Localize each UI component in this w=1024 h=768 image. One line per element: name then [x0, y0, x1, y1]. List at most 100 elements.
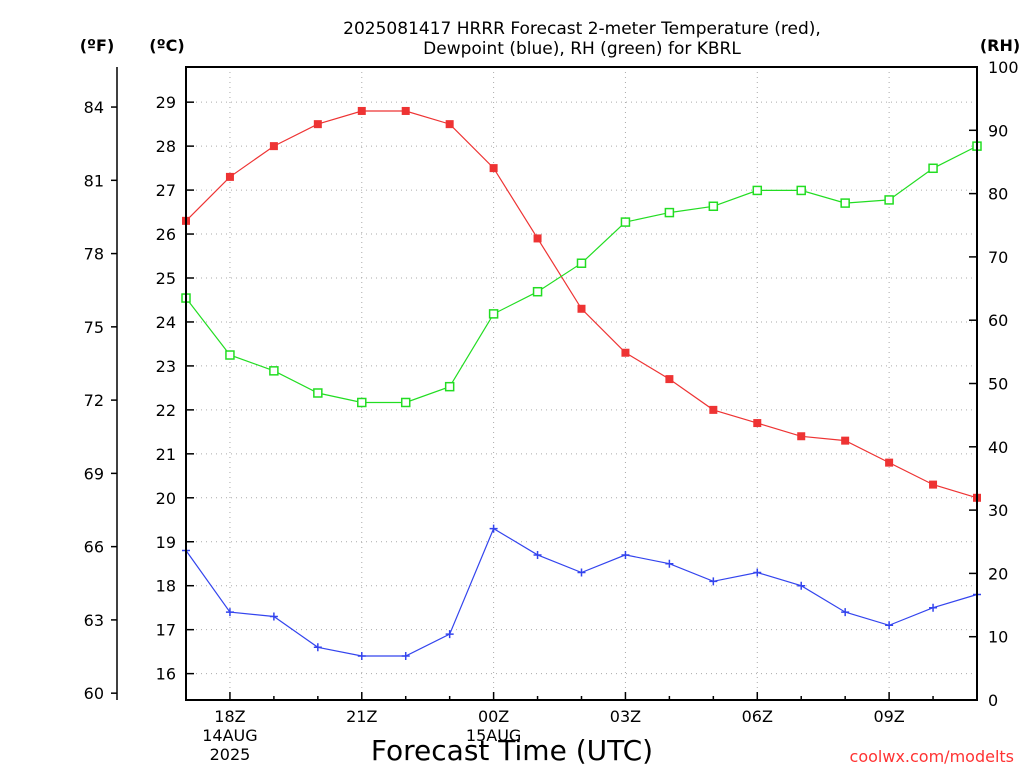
- rh-tick-label: 80: [988, 185, 1008, 204]
- dewpoint-point: [489, 524, 498, 533]
- rh-point: [708, 201, 719, 212]
- temperature-point: [225, 172, 234, 181]
- time-tick-label: 03Z: [610, 707, 641, 726]
- dewpoint-point: [577, 568, 586, 577]
- temperature-point: [753, 419, 762, 428]
- series-layer: [181, 106, 982, 661]
- rh-point: [576, 258, 587, 268]
- dewpoint-point: [313, 643, 322, 652]
- celsius-unit-label: (ºC): [149, 36, 184, 55]
- celsius-tick-label: 24: [156, 313, 176, 332]
- dewpoint-point: [665, 559, 674, 568]
- fahrenheit-tick-label: 63: [84, 611, 104, 630]
- celsius-tick-label: 25: [156, 269, 176, 288]
- dewpoint-point: [357, 652, 366, 661]
- chart-title-line1: 2025081417 HRRR Forecast 2-meter Tempera…: [343, 19, 821, 39]
- dewpoint-point: [929, 603, 938, 612]
- rh-point: [884, 195, 894, 205]
- temperature-point: [621, 348, 630, 357]
- temperature-line: [185, 110, 978, 499]
- dewpoint-point: [269, 612, 278, 621]
- time-tick-label: 14AUG: [202, 726, 257, 745]
- dewpoint-point: [841, 608, 850, 617]
- temperature-point: [797, 432, 806, 441]
- celsius-tick-label: 19: [156, 533, 176, 552]
- fahrenheit-tick-label: 72: [84, 391, 104, 410]
- time-tick-label: 2025: [210, 745, 251, 764]
- dewpoint-point: [225, 608, 234, 617]
- celsius-tick-label: 29: [156, 93, 176, 112]
- grid-lines: [186, 67, 977, 700]
- temperature-point: [841, 436, 850, 445]
- celsius-tick-label: 22: [156, 401, 176, 420]
- celsius-tick-label: 23: [156, 357, 176, 376]
- temperature-point: [357, 106, 366, 115]
- fahrenheit-tick-label: 66: [84, 538, 104, 557]
- fahrenheit-tick-label: 81: [84, 171, 104, 190]
- temperature-point: [269, 142, 278, 151]
- time-tick-label: 15AUG: [466, 726, 521, 745]
- dewpoint-point: [797, 581, 806, 590]
- rh-tick-label: 30: [988, 501, 1008, 520]
- celsius-tick-label: 16: [156, 665, 176, 684]
- fahrenheit-unit-label: (ºF): [80, 36, 115, 55]
- rh-point: [796, 185, 806, 196]
- celsius-tick-label: 28: [156, 137, 176, 156]
- celsius-tick-label: 26: [156, 225, 176, 244]
- dewpoint-point: [709, 577, 718, 586]
- rh-tick-label: 10: [988, 628, 1008, 647]
- rh-axis-ticks: 0 10 20 30 40 50 60 70 80 90 100: [969, 58, 1019, 710]
- dewpoint-point: [621, 550, 630, 559]
- rh-point: [313, 388, 323, 398]
- rh-tick-label: 90: [988, 121, 1008, 140]
- celsius-tick-label: 20: [156, 489, 176, 508]
- dewpoint-point: [885, 621, 894, 630]
- celsius-axis-ticks: 16 17 18 19 20 21 22 23 24 25 26 27 28 29: [156, 93, 194, 684]
- rh-point: [269, 366, 279, 376]
- rh-tick-label: 0: [988, 691, 998, 710]
- temperature-point: [709, 405, 718, 414]
- rh-point: [400, 397, 411, 408]
- temperature-point: [401, 106, 410, 115]
- rh-tick-label: 70: [988, 248, 1008, 267]
- temperature-point: [533, 234, 542, 243]
- x-axis-label: Forecast Time (UTC): [371, 734, 653, 767]
- fahrenheit-tick-label: 75: [84, 318, 104, 337]
- chart-title-line2: Dewpoint (blue), RH (green) for KBRL: [423, 39, 741, 59]
- time-tick-label: 00Z: [478, 707, 509, 726]
- celsius-tick-label: 21: [156, 445, 176, 464]
- dewpoint-point: [445, 630, 454, 639]
- rh-point: [664, 207, 675, 218]
- celsius-tick-label: 18: [156, 577, 176, 596]
- rh-point: [620, 217, 631, 227]
- celsius-tick-label: 17: [156, 621, 176, 640]
- time-tick-label: 06Z: [742, 707, 773, 726]
- time-tick-label: 21Z: [346, 707, 377, 726]
- celsius-tick-label: 27: [156, 181, 176, 200]
- rh-point: [532, 286, 543, 297]
- rh-point: [752, 185, 763, 196]
- rh-point: [488, 309, 499, 319]
- dewpoint-line: [185, 527, 978, 657]
- temperature-point: [885, 458, 894, 467]
- temperature-point: [929, 480, 938, 489]
- rh-tick-label: 20: [988, 564, 1008, 583]
- dewpoint-point: [753, 568, 762, 577]
- credit-text: coolwx.com/modelts: [850, 747, 1014, 766]
- rh-point: [444, 381, 455, 392]
- rh-tick-label: 60: [988, 311, 1008, 330]
- fahrenheit-tick-label: 60: [84, 684, 104, 703]
- fahrenheit-tick-label: 78: [84, 245, 104, 264]
- rh-tick-label: 100: [988, 58, 1019, 77]
- rh-point: [840, 198, 850, 208]
- temperature-point: [577, 304, 586, 313]
- plot-frame: [185, 66, 978, 701]
- time-tick-label: 09Z: [873, 707, 904, 726]
- temperature-point: [445, 120, 454, 129]
- temperature-point: [489, 164, 498, 173]
- fahrenheit-axis-ticks: 60 63 66 69 72 75 78 81 84: [84, 98, 117, 703]
- rh-line: [185, 145, 978, 404]
- rh-point: [357, 397, 367, 408]
